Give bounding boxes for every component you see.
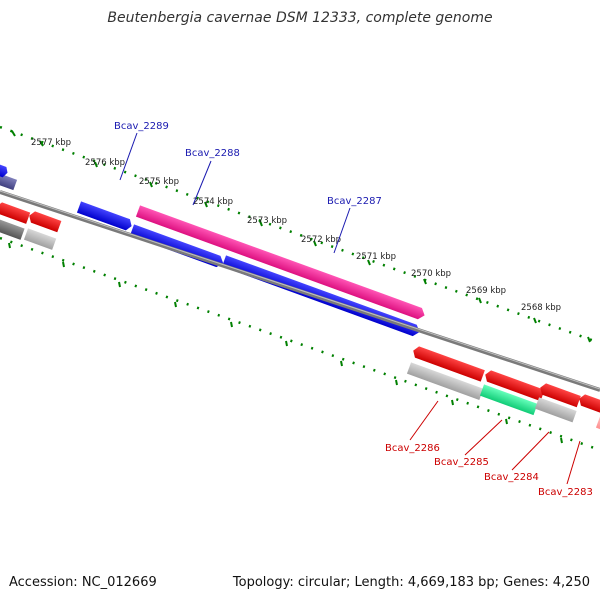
gene-arrow-red-4: [579, 394, 600, 416]
gene-arrow-bcav2289: [76, 201, 132, 231]
reverse-leader-lines: [409, 400, 581, 485]
gene-arrow-bcav2288: [135, 205, 425, 320]
kbp-label: 2577 kbp: [31, 138, 71, 148]
gene-arrow-red-partial-b: [29, 211, 62, 233]
major-tick: [313, 240, 317, 247]
genome-info-text: Topology: circular; Length: 4,669,183 bp…: [232, 575, 590, 590]
gene-label-bcav2289: Bcav_2289: [114, 121, 169, 132]
outer-tick-ring: [0, 125, 600, 345]
kbp-label: 2571 kbp: [356, 252, 396, 262]
kbp-label: 2569 kbp: [466, 286, 506, 296]
kbp-label: 2574 kbp: [193, 197, 233, 207]
major-tick: [11, 130, 16, 137]
gene-arrow-bcav2284: [534, 397, 577, 423]
gene-label-bcav2287: Bcav_2287: [327, 196, 382, 207]
major-tick: [423, 278, 427, 285]
genome-backbone: [0, 190, 600, 392]
gene-arrow-gray-partial: [23, 228, 57, 250]
major-tick: [204, 201, 208, 208]
major-tick: [505, 418, 508, 425]
reverse-strand-genes[interactable]: [0, 201, 600, 435]
gene-arrow-red-2: [485, 370, 545, 402]
gene-label-bcav2285: Bcav_2285: [434, 457, 489, 468]
gene-arrow-red-3: [540, 383, 581, 408]
gene-arrow-navy-partial: [0, 167, 18, 191]
major-tick: [94, 161, 98, 168]
forward-leader-lines: [119, 132, 351, 254]
kbp-label: 2568 kbp: [521, 303, 561, 313]
major-tick: [478, 297, 482, 304]
major-tick: [230, 321, 233, 328]
major-tick: [118, 281, 121, 288]
major-tick: [174, 301, 177, 308]
gene-arrow-darkgray-partial: [0, 216, 25, 240]
major-tick: [451, 399, 454, 406]
gene-label-bcav2283: Bcav_2283: [538, 487, 593, 498]
major-tick: [39, 140, 44, 147]
kbp-label: 2573 kbp: [247, 216, 287, 226]
major-tick: [367, 259, 371, 266]
kbp-label: 2576 kbp: [85, 158, 125, 168]
major-tick: [259, 220, 263, 227]
major-tick: [285, 340, 288, 347]
major-tick: [395, 379, 398, 386]
gene-arrow-bcav2286: [406, 362, 484, 400]
major-tick: [62, 261, 65, 268]
gene-arrow-blue-partial: [0, 161, 8, 178]
major-tick: [560, 437, 563, 444]
gene-arrow-red-partial-a: [0, 202, 31, 224]
gene-label-bcav2284: Bcav_2284: [484, 472, 539, 483]
accession-text: Accession: NC_012669: [9, 575, 157, 590]
gene-label-bcav2288: Bcav_2288: [185, 148, 240, 159]
gene-label-bcav2286: Bcav_2286: [385, 443, 440, 454]
gene-arrow-red-1: [413, 346, 485, 382]
major-tick: [340, 360, 343, 367]
gene-labels: Bcav_2289 Bcav_2288 Bcav_2287 Bcav_2286 …: [114, 121, 593, 498]
kbp-label: 2575 kbp: [139, 177, 179, 187]
kbp-labels: 2577 kbp 2576 kbp 2575 kbp 2574 kbp 2573…: [31, 138, 561, 313]
kbp-label: 2572 kbp: [301, 235, 341, 245]
major-tick: [533, 317, 537, 324]
gene-arrow-bcav2285: [479, 384, 538, 416]
genome-title: Beutenbergia cavernae DSM 12333, complet…: [107, 10, 493, 26]
major-tick: [8, 242, 11, 249]
inner-tick-ring: [0, 236, 600, 452]
kbp-label: 2570 kbp: [411, 269, 451, 279]
major-tick: [149, 181, 153, 188]
major-tick: [587, 336, 591, 343]
gene-arrow-pale-partial: [595, 416, 600, 435]
